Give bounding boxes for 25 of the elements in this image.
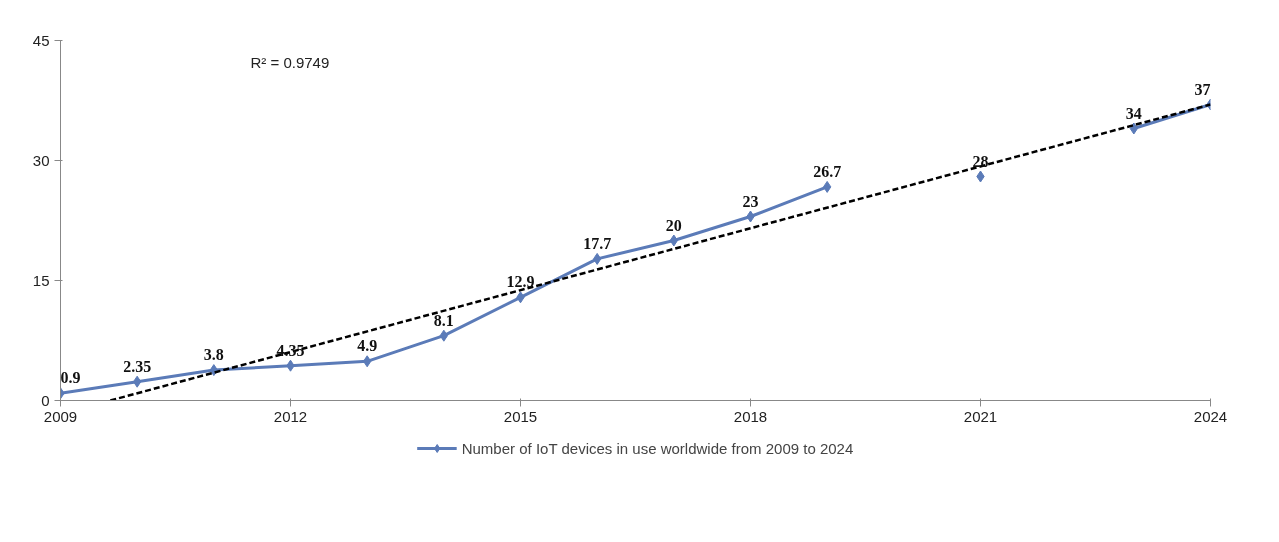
data-label: 4.9 <box>357 337 378 355</box>
data-label: 3.8 <box>203 346 224 364</box>
data-label: 12.9 <box>506 273 535 291</box>
y-tick-label: 15 <box>32 271 50 289</box>
data-label: 17.7 <box>583 234 612 252</box>
x-tick-label: 2021 <box>963 407 998 425</box>
data-label: 23 <box>742 192 759 210</box>
x-tick-label: 2024 <box>1193 407 1228 425</box>
y-tick-label: 30 <box>32 151 50 169</box>
x-tick-label: 2018 <box>733 407 768 425</box>
y-tick-label: 0 <box>41 391 50 409</box>
annotation: R² = 0.9749 <box>250 53 330 71</box>
x-tick-label: 2015 <box>503 407 538 425</box>
data-label: 28 <box>972 152 989 170</box>
data-label: 2.35 <box>123 357 152 375</box>
data-label: 26.7 <box>813 162 842 180</box>
data-label: 8.1 <box>433 311 454 329</box>
data-label: 34 <box>1125 104 1142 122</box>
data-label: 37 <box>1194 80 1211 98</box>
data-label: 0.9 <box>60 369 81 387</box>
x-tick-label: 2012 <box>273 407 308 425</box>
legend-label: Number of IoT devices in use worldwide from 2009 to 2024 <box>461 439 854 457</box>
x-tick-label: 2009 <box>43 407 78 425</box>
y-tick-label: 45 <box>32 31 50 49</box>
data-label: 20 <box>665 216 682 234</box>
